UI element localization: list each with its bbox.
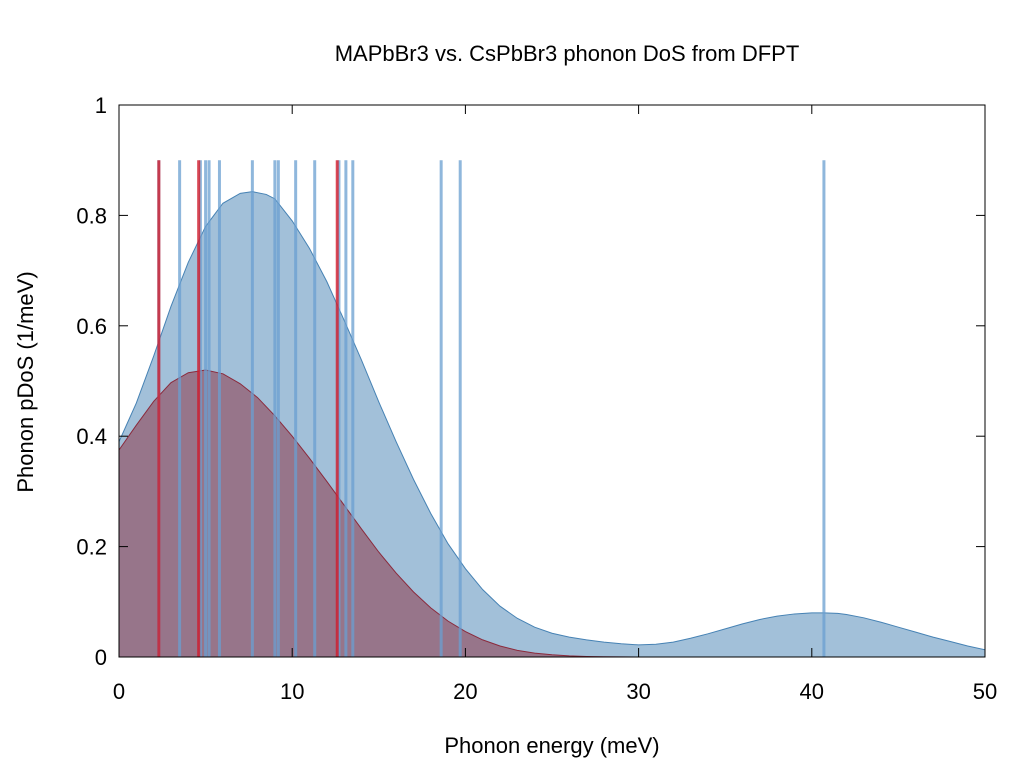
y-tick-label: 1 — [95, 93, 107, 118]
x-tick-label: 20 — [453, 679, 477, 704]
x-tick-label: 30 — [626, 679, 650, 704]
axis-ticks: 0 10 20 30 40 50 0 0.2 0.4 0.6 0.8 1 — [76, 93, 997, 704]
y-tick-label: 0.4 — [76, 424, 107, 449]
y-tick-label: 0.8 — [76, 203, 107, 228]
x-tick-label: 40 — [800, 679, 824, 704]
plot-area — [118, 191, 986, 658]
plot-frame — [118, 104, 986, 658]
y-tick-label: 0 — [95, 645, 107, 670]
y-tick-label: 0.6 — [76, 314, 107, 339]
series-2-area — [118, 369, 639, 658]
mode-lines — [157, 160, 826, 657]
y-axis-label: Phonon pDoS (1/meV) — [13, 271, 38, 492]
x-tick-label: 50 — [973, 679, 997, 704]
x-axis-label: Phonon energy (meV) — [444, 733, 659, 758]
y-tick-label: 0.2 — [76, 535, 107, 560]
chart-title: MAPbBr3 vs. CsPbBr3 phonon DoS from DFPT — [335, 41, 800, 66]
x-tick-label: 0 — [113, 679, 125, 704]
x-tick-label: 10 — [280, 679, 304, 704]
